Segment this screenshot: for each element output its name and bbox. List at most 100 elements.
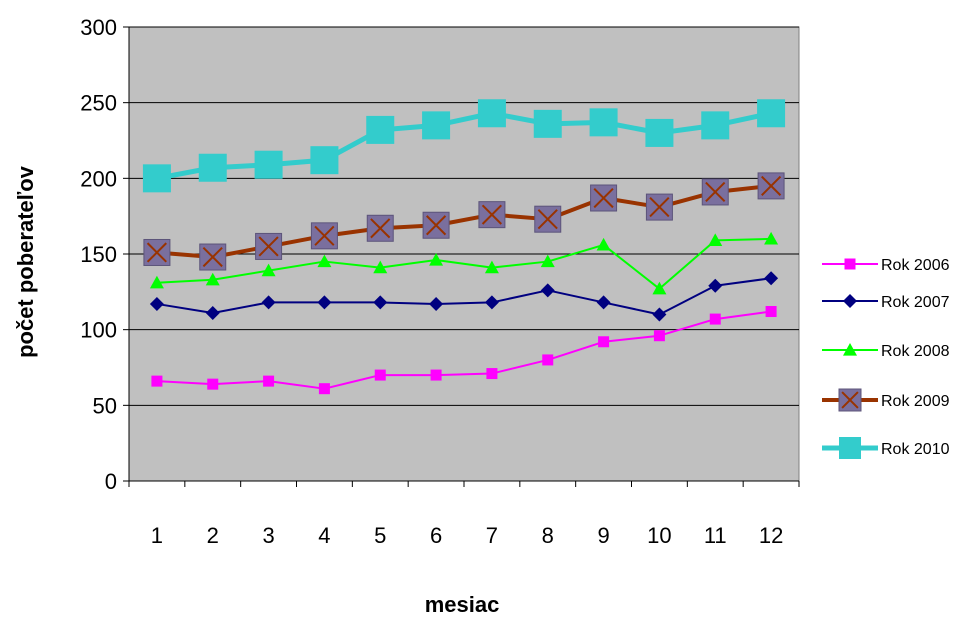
- y-tick-label: 100: [80, 318, 117, 343]
- x-tick-label: 8: [542, 523, 554, 548]
- data-point: [542, 354, 554, 366]
- data-point: [589, 108, 618, 137]
- series-line: [156, 237, 772, 290]
- data-point: [757, 99, 786, 128]
- data-point: [430, 369, 442, 381]
- x-tick-label: 2: [207, 523, 219, 548]
- data-point: [645, 193, 673, 221]
- data-point: [764, 231, 779, 245]
- x-tick-label: 10: [647, 523, 671, 548]
- data-point: [255, 232, 283, 260]
- y-tick-label: 50: [93, 393, 117, 418]
- x-tick-label: 1: [151, 523, 163, 548]
- data-point: [318, 383, 330, 395]
- legend-label: Rok 2009: [881, 393, 950, 410]
- data-point: [645, 118, 674, 147]
- y-tick-label: 0: [105, 469, 117, 494]
- data-point: [310, 222, 338, 250]
- data-point: [429, 296, 444, 311]
- data-point: [708, 278, 723, 293]
- data-point: [261, 263, 276, 277]
- y-tick-label: 150: [80, 242, 117, 267]
- data-point: [484, 260, 499, 274]
- data-point: [709, 313, 721, 325]
- x-axis-title: mesiac: [425, 592, 500, 617]
- data-point: [596, 237, 611, 251]
- series-rok-2007: [149, 271, 779, 322]
- axes: [123, 26, 800, 487]
- data-point: [199, 243, 227, 271]
- legend-marker: [843, 294, 857, 308]
- data-point: [149, 275, 164, 289]
- data-point: [534, 205, 562, 233]
- data-point: [652, 307, 667, 322]
- data-point: [310, 146, 339, 175]
- data-point: [764, 271, 779, 286]
- data-point: [198, 153, 227, 182]
- data-point: [765, 306, 777, 318]
- data-point: [596, 295, 611, 310]
- data-point: [254, 150, 283, 179]
- legend-item: Rok 2007: [822, 294, 950, 311]
- y-tick-label: 250: [80, 91, 117, 116]
- x-tick-labels: 1 2 3 4 5 6 7 8 9 10 11 12: [151, 523, 784, 548]
- x-tick-label: 7: [486, 523, 498, 548]
- series-rok-2008: [149, 231, 779, 295]
- data-point: [143, 238, 171, 266]
- data-point: [263, 375, 275, 387]
- data-point: [261, 295, 276, 310]
- data-point: [366, 115, 395, 144]
- y-axis-title: počet poberateľov: [13, 165, 38, 358]
- legend: Rok 2006 Rok 2007 Rok 2008 Rok 2009 Rok 2010: [822, 257, 950, 459]
- x-tick-label: 9: [597, 523, 609, 548]
- y-tick-label: 300: [80, 15, 117, 40]
- legend-marker: [843, 343, 857, 356]
- series-rok-2010: [142, 99, 786, 193]
- legend-item: Rok 2006: [822, 257, 950, 274]
- legend-label: Rok 2006: [881, 257, 950, 274]
- data-point: [151, 375, 163, 387]
- series-rok-2006: [151, 306, 777, 395]
- legend-item: Rok 2009: [822, 388, 950, 412]
- data-point: [708, 233, 723, 246]
- data-point: [757, 172, 785, 200]
- data-point: [478, 201, 506, 229]
- data-point: [373, 260, 388, 274]
- legend-label: Rok 2008: [881, 343, 950, 360]
- x-tick-label: 6: [430, 523, 442, 548]
- series-rok-2009: [143, 172, 785, 271]
- series-line: [156, 310, 772, 390]
- x-tick-label: 12: [759, 523, 783, 548]
- data-point: [653, 330, 665, 342]
- data-point: [366, 214, 394, 242]
- data-point: [207, 378, 219, 390]
- gridlines: [129, 26, 799, 406]
- data-point: [484, 295, 499, 310]
- legend-item: Rok 2010: [822, 437, 950, 459]
- data-point: [598, 336, 610, 348]
- y-tick-labels: 0 50 100 150 200 250 300: [80, 15, 117, 494]
- data-point: [142, 164, 171, 193]
- data-point: [540, 254, 555, 268]
- data-point: [486, 368, 498, 380]
- data-point: [540, 283, 555, 298]
- legend-marker: [839, 437, 861, 459]
- x-tick-label: 5: [374, 523, 386, 548]
- legend-marker: [838, 388, 862, 412]
- data-point: [701, 111, 730, 140]
- data-point: [701, 178, 729, 206]
- data-point: [317, 254, 332, 268]
- x-tick-label: 4: [318, 523, 330, 548]
- legend-label: Rok 2010: [881, 441, 950, 458]
- data-point: [429, 253, 444, 266]
- series-layer: [142, 99, 786, 395]
- legend-item: Rok 2008: [822, 343, 950, 360]
- data-point: [205, 272, 220, 286]
- data-point: [533, 109, 562, 138]
- data-point: [149, 296, 164, 311]
- legend-marker: [844, 258, 856, 270]
- data-point: [422, 211, 450, 239]
- series-line: [156, 277, 772, 316]
- data-point: [477, 99, 506, 128]
